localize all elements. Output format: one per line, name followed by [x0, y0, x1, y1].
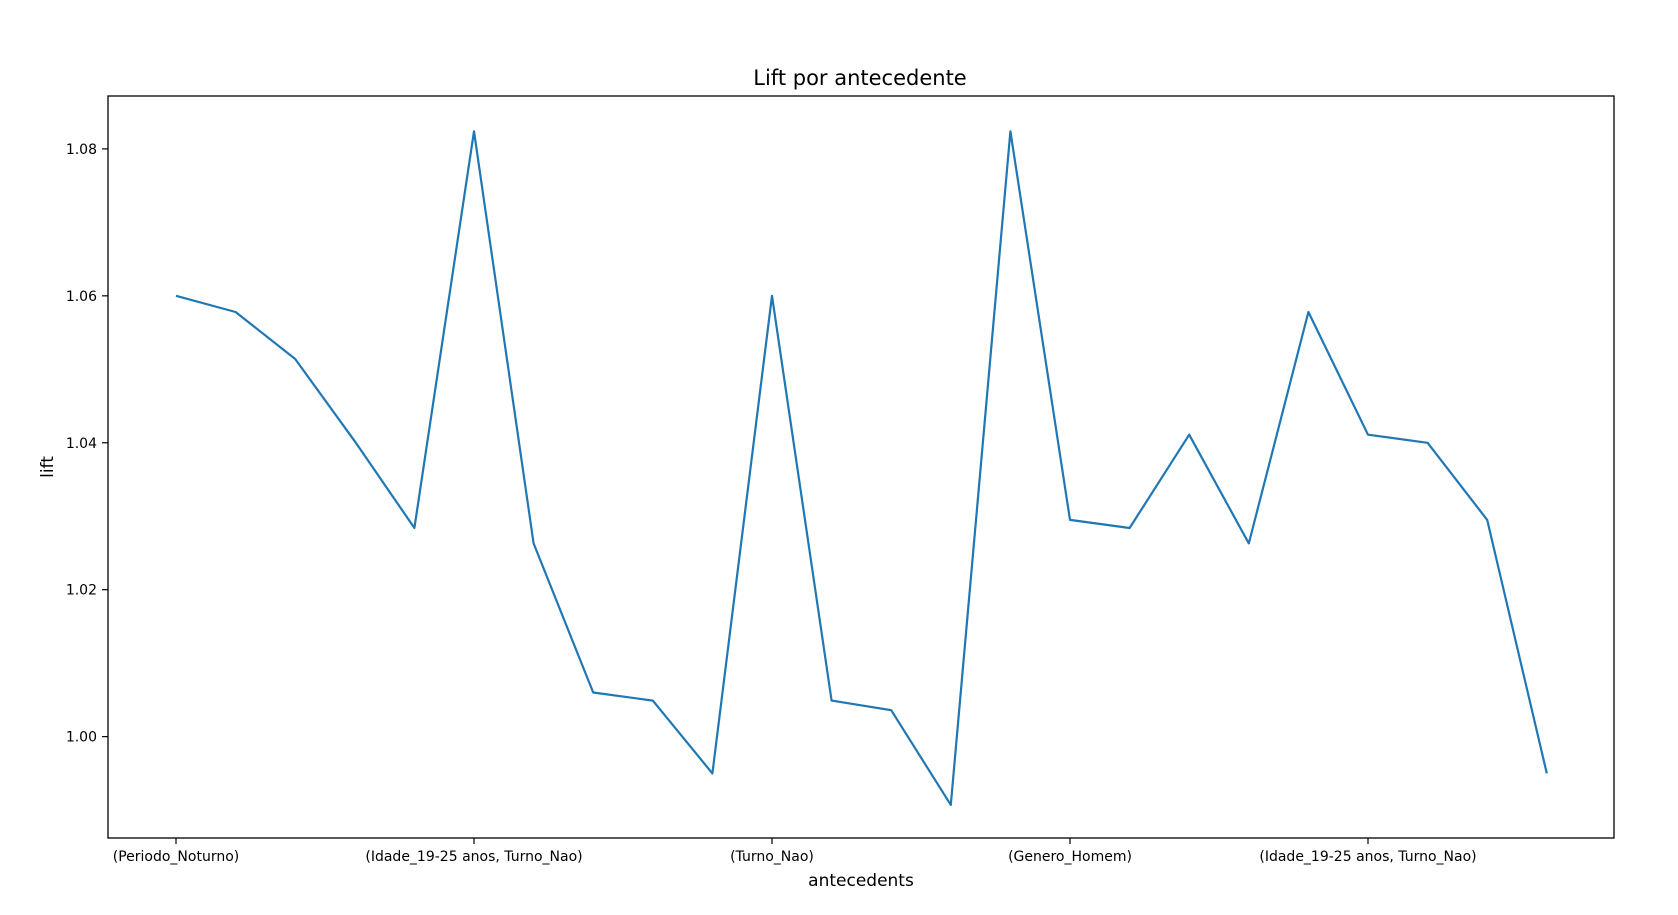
series-line — [175, 130, 1548, 807]
series-layer — [175, 130, 1548, 807]
x-tick-label: (Periodo_Noturno) — [113, 849, 240, 865]
chart-title: Lift por antecedente — [753, 66, 966, 90]
y-tick-label: 1.02 — [66, 583, 97, 599]
x-tick-label: (Turno_Nao) — [730, 849, 814, 865]
axis-ticks: 1.00 1.02 1.04 1.06 1.08 (Periodo_Noturno) (Id… — [66, 142, 1477, 865]
x-tick-label: (Idade_19-25 anos, Turno_Nao) — [365, 849, 582, 865]
y-tick-label: 1.00 — [66, 730, 97, 746]
y-tick-label: 1.04 — [66, 436, 97, 452]
y-tick-label: 1.06 — [66, 289, 97, 305]
y-tick-label: 1.08 — [66, 142, 97, 158]
y-axis-label: lift — [38, 456, 58, 478]
x-tick-label: (Genero_Homem) — [1008, 849, 1132, 865]
x-axis-label: antecedents — [808, 871, 914, 891]
plot-area — [107, 95, 1615, 839]
x-tick-label: (Idade_19-25 anos, Turno_Nao) — [1259, 849, 1476, 865]
